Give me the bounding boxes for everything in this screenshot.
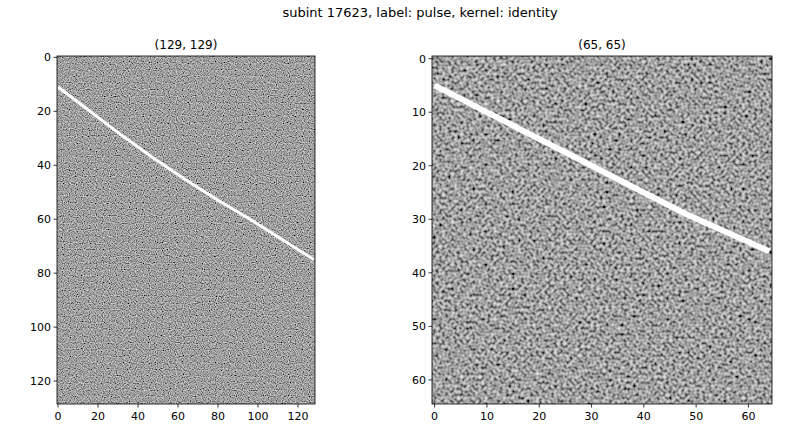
plot-area [57, 56, 315, 404]
x-tick-label: 0 [431, 410, 438, 423]
y-tick [429, 326, 433, 327]
y-tick-label: 10 [412, 106, 426, 119]
x-tick [591, 404, 592, 408]
y-tick [54, 327, 58, 328]
image-ground [57, 56, 315, 404]
y-tick-label: 0 [419, 53, 426, 66]
x-tick-label: 80 [211, 410, 225, 423]
y-tick [429, 219, 433, 220]
panel: (129, 129) 0 20 40 60 80 100 120 0 20 40 60 80 100 120 [30, 38, 315, 423]
y-tick-label: 20 [412, 160, 426, 173]
x-tick-label: 40 [637, 410, 651, 423]
y-tick-label: 40 [37, 159, 51, 172]
axes-frame [57, 56, 315, 404]
y-tick [54, 273, 58, 274]
x-tick [298, 404, 299, 408]
y-tick [429, 379, 433, 380]
x-tick-label: 60 [741, 410, 755, 423]
x-tick-label: 100 [248, 410, 269, 423]
x-tick-label: 50 [689, 410, 703, 423]
y-tick-label: 50 [412, 320, 426, 333]
image-ground [432, 56, 772, 404]
y-tick [429, 112, 433, 113]
axes-frame [432, 56, 772, 404]
y-tick-label: 60 [412, 374, 426, 387]
y-tick [429, 58, 433, 59]
x-tick [643, 404, 644, 408]
image-noise [432, 56, 772, 404]
x-tick [138, 404, 139, 408]
y-tick-label: 20 [37, 105, 51, 118]
y-tick [54, 57, 58, 58]
x-tick-label: 40 [131, 410, 145, 423]
x-tick [98, 404, 99, 408]
x-tick-label: 20 [532, 410, 546, 423]
figure-title: subint 17623, label: pulse, kernel: iden… [282, 5, 558, 20]
y-tick-label: 30 [412, 213, 426, 226]
x-tick [218, 404, 219, 408]
y-tick [54, 165, 58, 166]
plot-area [432, 56, 772, 404]
y-tick [54, 219, 58, 220]
y-tick [429, 165, 433, 166]
y-tick-label: 100 [30, 321, 51, 334]
x-tick-label: 30 [585, 410, 599, 423]
y-tick [54, 381, 58, 382]
y-tick-label: 120 [30, 375, 51, 388]
x-tick-label: 0 [55, 410, 62, 423]
figure: subint 17623, label: pulse, kernel: iden… [0, 0, 790, 442]
pulse-line [435, 85, 770, 251]
x-tick [258, 404, 259, 408]
y-tick-label: 0 [44, 51, 51, 64]
pulse-line [58, 87, 314, 260]
y-tick [429, 272, 433, 273]
panel-title: (129, 129) [155, 38, 218, 52]
y-tick-label: 60 [37, 213, 51, 226]
x-tick [178, 404, 179, 408]
x-tick [696, 404, 697, 408]
x-tick [486, 404, 487, 408]
x-tick-label: 10 [480, 410, 494, 423]
x-tick [748, 404, 749, 408]
panel: (65, 65) 0 10 20 30 40 50 60 0 10 20 30 40 50 60 [412, 38, 772, 423]
x-tick [539, 404, 540, 408]
x-tick [58, 404, 59, 408]
image-noise [57, 56, 315, 404]
y-tick-label: 40 [412, 267, 426, 280]
x-tick [434, 404, 435, 408]
panel-title: (65, 65) [578, 38, 626, 52]
x-tick-label: 60 [171, 410, 185, 423]
y-tick [54, 111, 58, 112]
x-tick-label: 120 [288, 410, 309, 423]
x-tick-label: 20 [91, 410, 105, 423]
y-tick-label: 80 [37, 267, 51, 280]
